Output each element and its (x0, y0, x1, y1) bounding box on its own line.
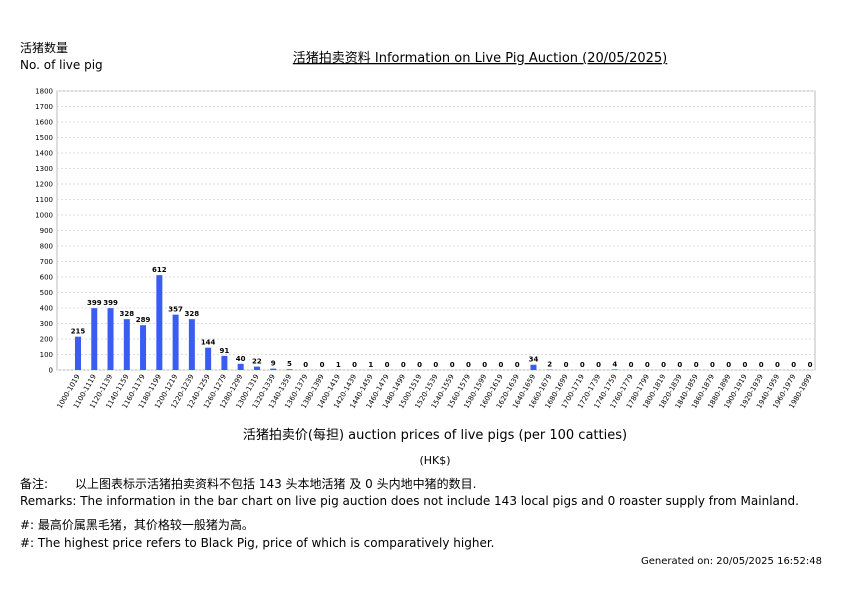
value-label: 0 (482, 361, 487, 369)
value-label: 0 (433, 361, 438, 369)
value-label: 0 (417, 361, 422, 369)
value-label: 0 (629, 361, 634, 369)
value-label: 0 (694, 361, 699, 369)
y-tick-label: 700 (40, 258, 53, 266)
value-label: 0 (775, 361, 780, 369)
y-tick-label: 1000 (35, 212, 53, 220)
value-label: 0 (661, 361, 666, 369)
chart-title: 活猪拍卖资料 Information on Live Pig Auction (… (293, 51, 667, 66)
y-tick-label: 500 (40, 289, 53, 297)
value-label: 399 (103, 299, 118, 307)
y-tick-label: 0 (49, 367, 53, 375)
value-label: 9 (271, 360, 276, 368)
value-label: 328 (119, 310, 134, 318)
value-label: 0 (564, 361, 569, 369)
y-tick-label: 1400 (35, 150, 53, 158)
bar (189, 319, 195, 370)
remarks-english: Remarks: The information in the bar char… (20, 494, 799, 508)
x-label: 活猪拍卖价(每担) auction prices of live pigs (p… (243, 427, 627, 443)
value-label: 0 (677, 361, 682, 369)
value-label: 0 (710, 361, 715, 369)
value-label: 0 (645, 361, 650, 369)
value-label: 34 (529, 356, 539, 364)
value-label: 215 (71, 328, 86, 336)
y-tick-label: 1300 (35, 165, 53, 173)
generated: Generated on: 20/05/2025 16:52:48 (641, 556, 822, 567)
value-label: 399 (87, 299, 102, 307)
bar (205, 348, 211, 370)
y-tick-label: 1500 (35, 134, 53, 142)
y-tick-label: 100 (40, 351, 53, 359)
value-label: 0 (303, 361, 308, 369)
bar (221, 356, 227, 370)
value-label: 1 (368, 361, 373, 369)
bar (238, 364, 244, 370)
y-tick-label: 400 (40, 305, 53, 313)
value-label: 2 (547, 361, 552, 369)
bar (173, 315, 179, 370)
y-tick-label: 900 (40, 227, 53, 235)
value-label: 0 (791, 361, 796, 369)
value-label: 1 (336, 361, 341, 369)
value-label: 328 (185, 310, 200, 318)
value-label: 4 (612, 360, 617, 368)
y-tick-label: 1200 (35, 181, 53, 189)
value-label: 0 (320, 361, 325, 369)
x-unit: (HK$) (419, 454, 450, 467)
bar (75, 337, 81, 370)
bar (530, 365, 536, 370)
value-label: 5 (287, 360, 292, 368)
value-label: 0 (498, 361, 503, 369)
y-tick-label: 300 (40, 320, 53, 328)
value-label: 144 (201, 339, 216, 347)
bar (108, 308, 114, 370)
y-tick-label: 800 (40, 243, 53, 251)
bar (612, 369, 618, 370)
bar (124, 319, 130, 370)
value-label: 0 (515, 361, 520, 369)
footnote: #: 最高价属黑毛猪，其价格较一般猪为高。 (20, 517, 254, 532)
value-label: 40 (236, 355, 246, 363)
y-tick-label: 600 (40, 274, 53, 282)
value-label: 0 (596, 361, 601, 369)
y-label: 活猪数量 (20, 40, 68, 55)
value-label: 0 (385, 361, 390, 369)
remarks-label: 备注: (20, 476, 48, 491)
value-label: 0 (352, 361, 357, 369)
footnote: #: The highest price refers to Black Pig… (20, 536, 494, 550)
value-label: 0 (726, 361, 731, 369)
value-label: 91 (220, 347, 230, 355)
bar (286, 369, 292, 370)
y-tick-label: 1100 (35, 196, 53, 204)
value-label: 0 (580, 361, 585, 369)
y-label: No. of live pig (20, 58, 103, 72)
y-tick-label: 1600 (35, 119, 53, 127)
value-label: 357 (168, 306, 183, 314)
value-label: 0 (466, 361, 471, 369)
value-label: 289 (136, 316, 151, 324)
y-tick-label: 200 (40, 336, 53, 344)
bar (91, 308, 97, 370)
remarks-chinese: 以上图表标示活猪拍卖资料不包括 143 头本地活猪 及 0 头内地中猪的数目. (75, 476, 476, 491)
bar (140, 325, 146, 370)
value-label: 0 (450, 361, 455, 369)
value-label: 0 (401, 361, 406, 369)
value-label: 612 (152, 266, 167, 274)
y-tick-label: 1800 (35, 88, 53, 96)
value-label: 0 (759, 361, 764, 369)
value-label: 22 (252, 358, 262, 366)
bar (270, 369, 276, 370)
bar (254, 367, 260, 370)
value-label: 0 (808, 361, 813, 369)
value-label: 0 (742, 361, 747, 369)
bar (156, 275, 162, 370)
y-tick-label: 1700 (35, 103, 53, 111)
